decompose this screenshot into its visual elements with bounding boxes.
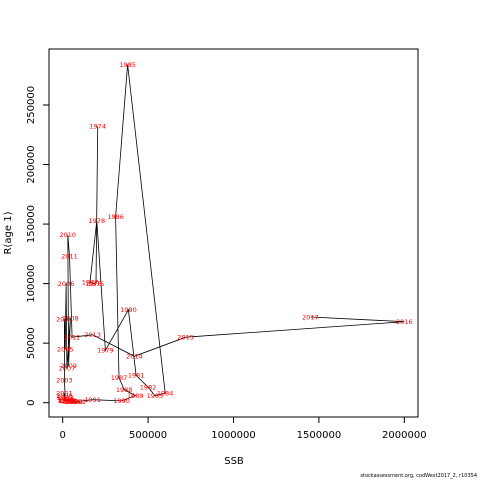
y-tick-label: 0 xyxy=(26,400,37,406)
year-label-2002: 2002 xyxy=(57,394,74,402)
year-label-1990: 1990 xyxy=(113,397,130,405)
year-label-1979: 1979 xyxy=(97,347,114,355)
year-label-1995: 1995 xyxy=(61,398,78,406)
year-label-1986: 1986 xyxy=(107,213,124,221)
y-tick-label: 150000 xyxy=(26,205,37,243)
year-label-2004: 2004 xyxy=(56,316,73,324)
year-label-1975: 1975 xyxy=(88,280,105,288)
year-label-1983: 1983 xyxy=(147,392,164,400)
year-label-2003: 2003 xyxy=(56,376,73,384)
year-label-2006: 2006 xyxy=(58,280,75,288)
year-label-2000: 2000 xyxy=(56,392,73,400)
year-label-1999: 1999 xyxy=(57,395,74,403)
year-label-1996: 1996 xyxy=(60,397,77,405)
footer-credit: stockassessment.org, codWest2017_2, r103… xyxy=(360,473,477,479)
year-label-1978: 1978 xyxy=(89,217,106,225)
year-label-2007: 2007 xyxy=(59,364,76,372)
year-label-2005: 2005 xyxy=(57,345,74,353)
y-axis: 0 50000 100000 150000 200000 250000 xyxy=(26,86,50,406)
sr-trajectory-line xyxy=(64,64,405,403)
year-label-1985: 1985 xyxy=(119,61,136,69)
year-label-2013: 2013 xyxy=(84,331,101,339)
year-label-1982: 1982 xyxy=(140,384,157,392)
year-label-1992: 1992 xyxy=(70,398,87,406)
year-label-2001: 2001 xyxy=(56,389,73,397)
year-label-2016: 2016 xyxy=(396,318,413,326)
year-label-2017: 2017 xyxy=(302,313,319,321)
year-label-2008: 2008 xyxy=(62,314,79,322)
y-tick-label: 250000 xyxy=(26,86,37,124)
x-axis-title: SSB xyxy=(224,456,244,467)
year-label-1998: 1998 xyxy=(58,397,75,405)
year-label-2012: 2012 xyxy=(64,334,81,342)
x-tick-label: 2000000 xyxy=(382,430,427,441)
y-tick-label: 100000 xyxy=(26,265,37,303)
x-axis: 0 500000 1000000 1500000 2000000 xyxy=(59,416,427,441)
x-tick-label: 1500000 xyxy=(297,430,342,441)
year-label-1997: 1997 xyxy=(59,397,76,405)
year-label-1994: 1994 xyxy=(64,398,81,406)
y-tick-label: 200000 xyxy=(26,145,37,183)
year-label-1987: 1987 xyxy=(111,374,128,382)
year-label-1981: 1981 xyxy=(128,372,145,380)
year-label-2009: 2009 xyxy=(60,362,77,370)
year-label-2015: 2015 xyxy=(177,334,194,342)
year-label-1974: 1974 xyxy=(89,123,106,131)
year-label-1989: 1989 xyxy=(127,392,144,400)
year-label-1991: 1991 xyxy=(84,396,101,404)
year-label-2014: 2014 xyxy=(126,353,143,361)
year-label-1976: 1976 xyxy=(85,280,102,288)
y-axis-title: R(age 1) xyxy=(3,211,14,254)
x-tick-label: 1000000 xyxy=(211,430,256,441)
year-label-1988: 1988 xyxy=(116,386,133,394)
year-label-1980: 1980 xyxy=(120,306,137,314)
year-label-1993: 1993 xyxy=(66,398,83,406)
plot-frame xyxy=(48,48,419,418)
year-label-2010: 2010 xyxy=(60,231,77,239)
year-label-1977: 1977 xyxy=(82,279,99,287)
year-label-1984: 1984 xyxy=(157,389,174,397)
year-label-2011: 2011 xyxy=(61,253,78,261)
x-tick-label: 0 xyxy=(59,430,65,441)
y-tick-label: 50000 xyxy=(26,327,37,359)
x-tick-label: 500000 xyxy=(129,430,167,441)
